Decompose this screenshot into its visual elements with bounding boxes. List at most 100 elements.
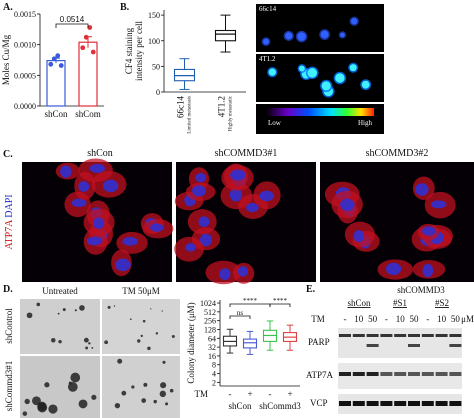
bracket [55, 23, 89, 28]
panel-label: A. [3, 2, 13, 13]
box [242, 338, 258, 349]
band [352, 372, 365, 376]
point [58, 63, 64, 68]
colony [85, 346, 89, 350]
cell-core [297, 32, 306, 41]
cell-core [351, 18, 358, 25]
band [380, 372, 393, 376]
colony [22, 411, 28, 416]
annotation: **** [243, 297, 258, 305]
colony [150, 308, 152, 310]
colony [48, 404, 58, 414]
band [408, 344, 420, 347]
nucleus [230, 169, 246, 181]
band [366, 344, 379, 347]
colony [26, 312, 33, 319]
colony [107, 305, 111, 309]
nucleus [353, 230, 365, 243]
colony-image [102, 299, 180, 354]
y-tick-label: 16 [208, 352, 216, 361]
y-tick-label: 1024 [200, 299, 216, 308]
nucleus [71, 198, 87, 208]
cell-core [340, 32, 345, 38]
colony-image [20, 356, 100, 418]
colony [88, 342, 91, 345]
colony [143, 382, 148, 387]
category-note: Limited metastasis [188, 96, 193, 134]
y-tick-label: 0.0010 [14, 41, 36, 50]
colony [121, 390, 127, 396]
nucleus [430, 200, 447, 209]
band [352, 401, 365, 406]
nucleus [198, 216, 210, 228]
colony [36, 302, 41, 307]
colony [140, 334, 143, 338]
band [380, 401, 393, 406]
band [394, 334, 407, 337]
cell-core [307, 68, 318, 78]
colony [162, 360, 166, 364]
point [55, 53, 61, 59]
cell-core [361, 80, 370, 89]
y-label: Moles Cu/Mg [1, 34, 11, 85]
band [435, 334, 448, 337]
lane-group: shCon [347, 298, 371, 308]
band [421, 401, 434, 406]
band [394, 401, 407, 406]
panel-label: E. [306, 284, 316, 295]
nucleus [122, 236, 138, 246]
cell-core [349, 64, 357, 72]
point [87, 25, 93, 30]
colony [51, 337, 56, 343]
colony [32, 396, 41, 406]
colony [91, 394, 97, 400]
blot [338, 328, 462, 358]
colony [78, 399, 88, 409]
colony [169, 388, 174, 393]
band [366, 401, 379, 406]
band [394, 372, 407, 376]
colony [161, 310, 163, 312]
colony [117, 358, 123, 364]
dose: 10 [354, 314, 364, 324]
band [435, 401, 448, 406]
image-4t1 [256, 54, 384, 102]
band [421, 334, 434, 337]
treatment: - [269, 389, 272, 399]
band [366, 334, 379, 337]
colorbar [266, 108, 374, 116]
y-tick-label: 0 [156, 88, 160, 97]
category-note: Highly metastatic [229, 95, 234, 131]
column-title: Untreated [42, 286, 78, 296]
y-label: Colony diameter (μM) [186, 302, 196, 383]
y-tick-label: 64 [208, 334, 216, 343]
nucleus [60, 165, 72, 178]
nucleus [246, 202, 259, 213]
x-tick-label: 4T1.2 [217, 96, 227, 117]
nucleus [385, 262, 402, 276]
image-label: 4T1.2 [259, 55, 276, 63]
colony [131, 385, 135, 389]
nucleus [199, 233, 213, 247]
colorbar-high: High [358, 119, 373, 127]
y-tick-label: 150 [148, 11, 160, 20]
nucleus [102, 179, 119, 193]
group-label: shCOMMD3 [397, 285, 445, 295]
dose: - [344, 314, 347, 324]
nucleus [185, 243, 197, 252]
band [408, 334, 420, 337]
y-label: ATP7A DAPI [4, 194, 15, 249]
colony [83, 337, 89, 343]
band [380, 334, 393, 337]
y-tick-label: 512 [204, 308, 216, 317]
cell-core [263, 38, 269, 45]
y-label: CF4 staining [124, 27, 134, 74]
colony [57, 312, 60, 315]
cell-core [320, 30, 329, 39]
y-tick-label: 32 [208, 343, 216, 352]
colony [159, 390, 167, 398]
treatment: - [229, 389, 232, 399]
x-tick-label: 66c14 [176, 96, 186, 118]
cell-core [268, 68, 277, 76]
column-title: shCOMMD3#2 [366, 148, 429, 159]
